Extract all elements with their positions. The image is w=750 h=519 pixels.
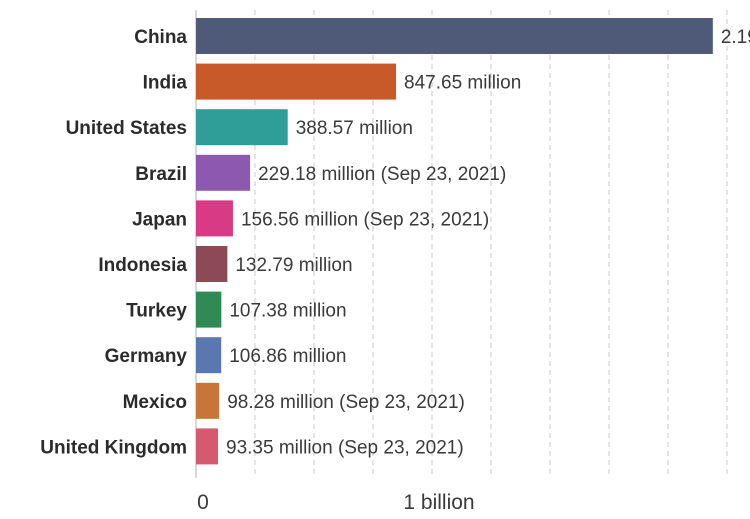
bar-indonesia [196,246,228,282]
value-label-united-kingdom: 93.35 million (Sep 23, 2021) [226,437,464,458]
category-label-turkey: Turkey [126,301,187,322]
value-label-turkey: 107.38 million [229,301,346,322]
value-label-brazil: 229.18 million (Sep 23, 2021) [258,164,506,185]
category-label-india: India [143,73,188,94]
category-label-mexico: Mexico [123,392,187,413]
value-label-india: 847.65 million [404,73,521,94]
category-label-china: China [134,27,187,48]
bar-india [196,63,397,100]
value-label-germany: 106.86 million [229,346,346,367]
value-label-indonesia: 132.79 million [235,255,352,276]
category-label-japan: Japan [132,209,187,230]
category-label-germany: Germany [105,346,188,367]
bar-germany [196,337,222,374]
bars [196,18,713,465]
bar-brazil [196,154,251,191]
bar-turkey [196,291,222,328]
labels: China 2.19 billion India 847.65 million Unit… [40,27,750,458]
category-label-united-kingdom: United Kingdom [40,437,187,458]
value-label-japan: 156.56 million (Sep 23, 2021) [241,209,489,230]
x-tick-label: 0 [197,491,209,514]
x-tick-label: 1 billion [403,491,474,514]
category-label-brazil: Brazil [135,164,187,185]
value-label-mexico: 98.28 million (Sep 23, 2021) [227,392,465,413]
value-label-united-states: 388.57 million [296,118,413,139]
value-label-china: 2.19 billion [721,27,750,48]
bar-united-states [196,109,288,146]
x-axis-ticks: 0 1 billion [197,491,474,514]
bar-mexico [196,382,220,419]
category-label-indonesia: Indonesia [98,255,187,276]
bar-united-kingdom [196,428,219,465]
category-label-united-states: United States [66,118,187,139]
bar-japan [196,200,233,237]
bar-china [196,18,713,54]
